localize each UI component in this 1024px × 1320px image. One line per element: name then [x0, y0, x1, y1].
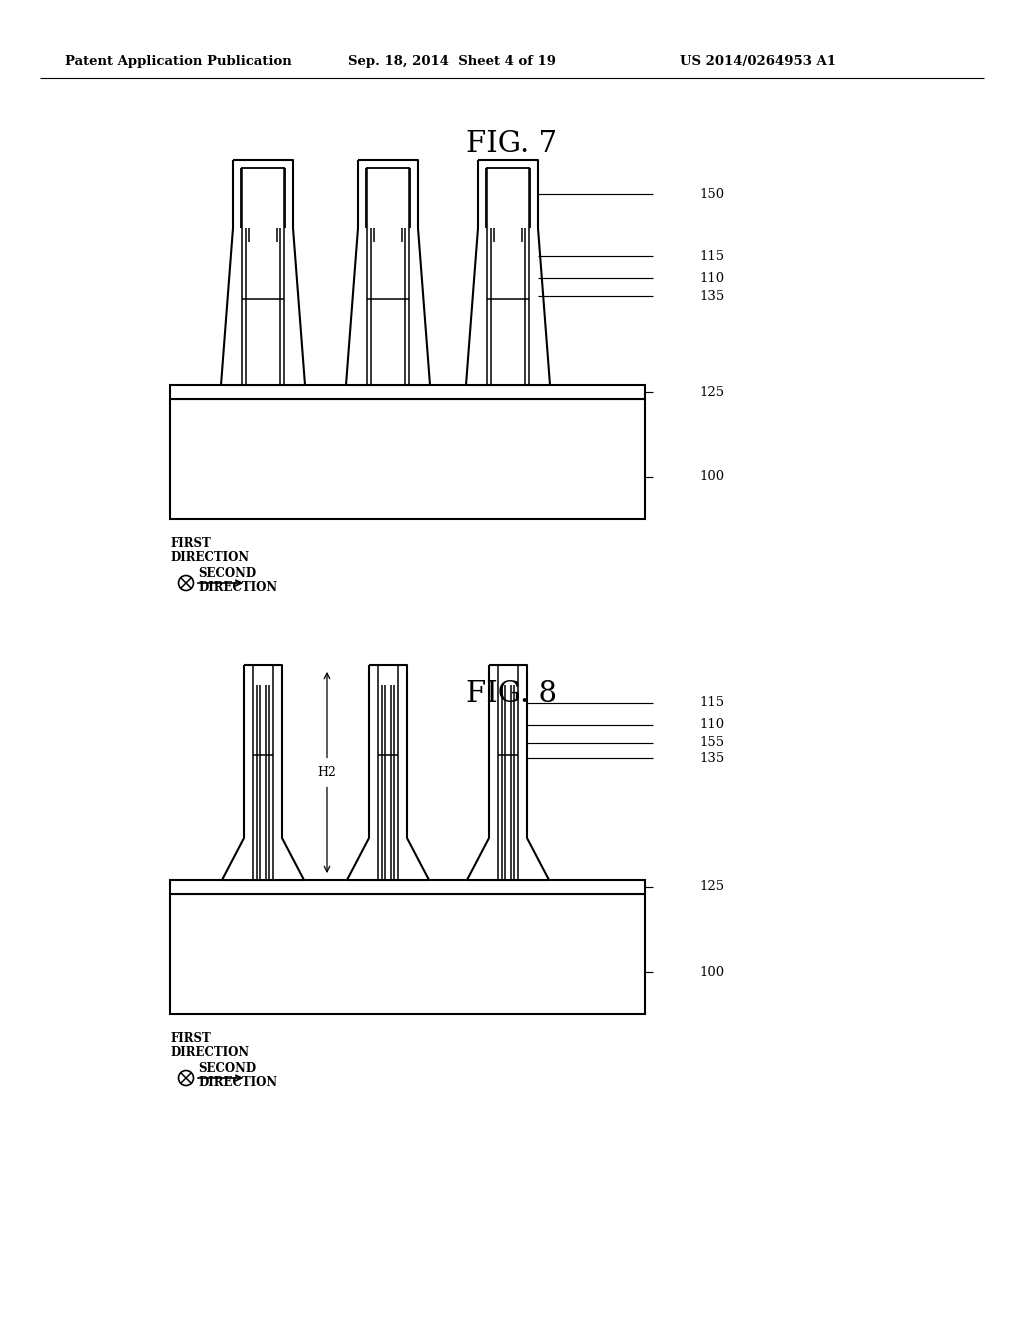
Bar — [170, 399, 645, 519]
Text: 125: 125 — [699, 385, 724, 399]
Text: FIG. 8: FIG. 8 — [467, 680, 557, 708]
Text: 100: 100 — [699, 470, 724, 483]
Text: 155: 155 — [699, 737, 724, 750]
Polygon shape — [221, 160, 305, 385]
Text: 125: 125 — [699, 880, 724, 894]
Text: SECOND: SECOND — [198, 1063, 256, 1074]
Polygon shape — [467, 665, 549, 880]
Text: DIRECTION: DIRECTION — [198, 581, 278, 594]
Bar — [170, 385, 645, 399]
Text: Sep. 18, 2014  Sheet 4 of 19: Sep. 18, 2014 Sheet 4 of 19 — [348, 55, 556, 69]
Text: 110: 110 — [699, 272, 724, 285]
Polygon shape — [222, 665, 304, 880]
Text: 150: 150 — [699, 187, 724, 201]
Text: SECOND: SECOND — [198, 568, 256, 579]
Text: DIRECTION: DIRECTION — [198, 1076, 278, 1089]
Text: 110: 110 — [699, 718, 724, 731]
Text: H2: H2 — [317, 766, 337, 779]
Text: DIRECTION: DIRECTION — [170, 550, 249, 564]
Text: DIRECTION: DIRECTION — [170, 1045, 249, 1059]
Text: 115: 115 — [699, 697, 724, 710]
Text: FIG. 7: FIG. 7 — [467, 129, 557, 158]
Text: 100: 100 — [699, 965, 724, 978]
Text: FIRST: FIRST — [170, 1032, 211, 1045]
Text: US 2014/0264953 A1: US 2014/0264953 A1 — [680, 55, 836, 69]
Bar — [170, 880, 645, 894]
Text: 115: 115 — [699, 249, 724, 263]
Polygon shape — [347, 665, 429, 880]
Text: 135: 135 — [699, 289, 724, 302]
Polygon shape — [466, 160, 550, 385]
Text: 135: 135 — [699, 751, 724, 764]
Polygon shape — [346, 160, 430, 385]
Bar — [170, 894, 645, 1014]
Text: Patent Application Publication: Patent Application Publication — [65, 55, 292, 69]
Text: FIRST: FIRST — [170, 537, 211, 550]
